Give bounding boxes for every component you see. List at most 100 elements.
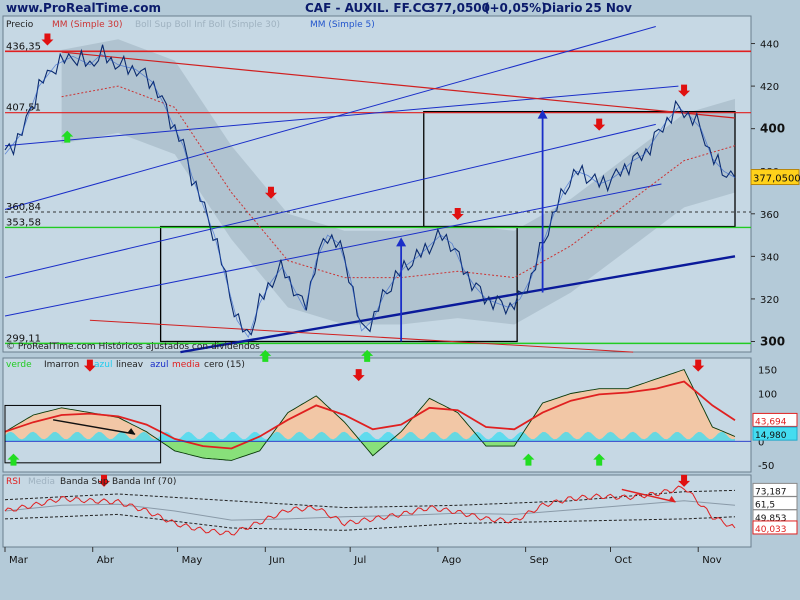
ma5-line: [4, 53, 736, 339]
rsi-legend-banda-sup: Banda Sup: [60, 477, 109, 487]
rsi-value-badge-label-3: 40,033: [755, 525, 787, 535]
credit-text: © ProRealTime.com Históricos ajustados c…: [6, 341, 260, 352]
oscillator-layer: [4, 359, 751, 466]
upper-red-trendline: [61, 51, 736, 119]
rsi-line: [4, 485, 736, 536]
rsi-trend-arrowhead: [668, 495, 676, 502]
green-up-arrow-0: [61, 130, 74, 143]
osc-value-badge-0: [752, 412, 798, 427]
green-up-arrow-2: [361, 349, 374, 362]
price-tick-label-6: 420: [760, 82, 779, 93]
x-tick-label-5: Ago: [442, 555, 461, 566]
x-tick-label-3: Jun: [268, 555, 285, 566]
osc-red-arrow-2: [692, 359, 705, 372]
price-legend-precio: Precio: [6, 20, 34, 30]
channel-line-0: [4, 26, 656, 211]
osc-positive-area: [5, 369, 735, 442]
channel-line-2: [4, 123, 656, 279]
rsi-value-badge-label-2: 49,853: [755, 514, 787, 524]
osc-media-line: [4, 380, 736, 450]
red-down-arrow-0: [41, 33, 54, 46]
osc-green-arrow-0: [7, 453, 20, 466]
osc-value-badge-label-0: 43,694: [755, 417, 787, 427]
left-level-label-4: 299,11: [6, 333, 41, 344]
osc-tick-label-1: 0: [758, 437, 764, 448]
lower-red-trendline: [89, 319, 634, 353]
price-tick-label-0: 300: [760, 334, 785, 348]
osc-legend-imarron: Imarron: [44, 360, 79, 370]
left-level-label-3: 353,58: [6, 217, 41, 228]
rsi-panel: [2, 474, 752, 548]
osc-legend-media: media: [172, 360, 200, 370]
rsi-legend-media: Media: [28, 477, 55, 487]
osc-box: [4, 404, 162, 464]
osc-divergence-arrowhead: [127, 428, 136, 435]
rsi-value-badge-label-1: 61,5: [755, 501, 775, 511]
left-level-label-0: 436,35: [6, 41, 41, 52]
range-box-right: [423, 110, 736, 228]
left-level-label-1: 407,51: [6, 103, 41, 114]
rsi-value-badge-3: [752, 520, 798, 535]
osc-red-arrow-0: [83, 359, 96, 372]
green-up-arrow-1: [259, 349, 272, 362]
support-trendline: [180, 255, 736, 354]
osc-green-arrow-2: [593, 453, 606, 466]
osc-tick-label-3: 100: [758, 389, 777, 400]
price-legend-ma5: MM (Simple 5): [310, 20, 375, 30]
price-tick-label-1: 320: [760, 295, 779, 306]
last-price-badge: [750, 169, 800, 186]
osc-value-badge-1: [752, 426, 798, 441]
price-layer: [4, 26, 751, 362]
price-line: [4, 44, 736, 336]
osc-red-arrow-1: [352, 369, 365, 382]
price-legend-boll: Boll Sup Boll Inf Boll (Simple 30): [135, 20, 280, 30]
last-price: 377,0500: [427, 1, 490, 15]
price-tick-label-2: 340: [760, 252, 779, 263]
osc-legend-cero: cero (15): [204, 360, 245, 370]
channel-line-1: [4, 85, 679, 147]
x-tick-label-2: May: [182, 555, 203, 566]
x-tick-label-8: Nov: [702, 555, 722, 566]
red-down-arrow-1: [264, 186, 277, 199]
osc-legend-azul-2: azul: [150, 360, 168, 370]
rsi-trend-arrow-line: [621, 488, 676, 503]
red-down-arrow-4: [678, 84, 691, 97]
date: 25 Nov: [585, 1, 632, 15]
site-title[interactable]: www.ProRealTime.com: [6, 1, 161, 15]
blue-target-arrow-0: [396, 237, 407, 247]
axis-layer: 300320340360380400420440436,35407,51360,…: [4, 40, 800, 566]
x-tick-label-0: Mar: [9, 555, 29, 566]
period: Diario: [542, 1, 582, 15]
osc-legend-azul: azul: [94, 360, 112, 370]
price-tick-label-7: 440: [760, 40, 779, 51]
price-change: (+0,05%): [484, 1, 547, 15]
last-price-badge-label: 377,0500: [753, 174, 800, 185]
red-down-arrow-2: [451, 208, 464, 221]
osc-tick-label-4: 150: [758, 366, 777, 377]
range-box-left: [159, 225, 518, 343]
osc-legend-lineav: lineav: [116, 360, 144, 370]
price-tick-label-5: 400: [760, 122, 785, 136]
x-tick-label-1: Abr: [97, 555, 115, 566]
osc-divergence-line: [52, 419, 136, 435]
osc-main-line: [4, 369, 736, 461]
rsi-value-badge-label-0: 73,187: [755, 487, 787, 497]
left-level-label-2: 360,84: [6, 202, 41, 213]
instrument-name: CAF - AUXIL. FF.CC: [305, 1, 430, 15]
osc-tick-label-0: -50: [758, 461, 774, 472]
rsi-red-arrow-0: [98, 474, 111, 487]
rsi-red-arrow-1: [678, 474, 691, 487]
rsi-legend-banda-inf: Banda Inf (70): [112, 477, 176, 487]
osc-green-arrow-1: [522, 453, 535, 466]
price-legend-ma30: MM (Simple 30): [52, 20, 122, 30]
rsi-layer: [4, 474, 736, 536]
channel-line-3: [4, 183, 662, 317]
bollinger-band: [61, 39, 736, 325]
rsi-upper-band: [4, 489, 736, 509]
osc-value-badge-label-1: 14,980: [755, 431, 787, 441]
x-tick-label-6: Sep: [530, 555, 549, 566]
red-down-arrow-3: [593, 118, 606, 131]
rsi-legend-rsi: RSI: [6, 477, 21, 487]
